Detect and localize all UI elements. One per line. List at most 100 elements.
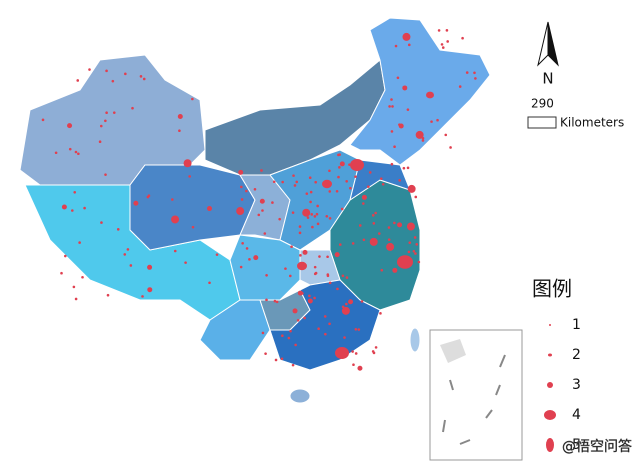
city-dot: [305, 192, 309, 195]
city-dot: [474, 77, 477, 80]
legend-symbol: [547, 382, 553, 388]
city-dot: [178, 129, 181, 133]
city-dot: [402, 85, 408, 91]
city-dot: [406, 108, 410, 111]
region: [199, 299, 271, 361]
city-dot: [74, 150, 78, 154]
island: [289, 388, 311, 404]
china-map: [19, 17, 491, 404]
city-dot: [313, 296, 316, 300]
city-dot: [116, 228, 120, 231]
legend-label: 5: [572, 437, 581, 453]
city-dot: [245, 247, 249, 250]
city-dot: [473, 71, 476, 75]
city-dot: [78, 241, 81, 244]
city-dot: [309, 200, 312, 204]
city-dot: [257, 213, 261, 217]
city-dot: [341, 305, 345, 309]
city-dot: [397, 222, 403, 228]
city-dot: [293, 184, 297, 187]
city-dot: [437, 29, 441, 32]
city-dot: [328, 217, 332, 220]
city-dot: [297, 261, 307, 271]
city-dot: [354, 328, 358, 331]
city-dot: [146, 195, 150, 199]
city-dot: [253, 255, 259, 261]
city-dot: [73, 191, 77, 194]
city-dot: [367, 185, 370, 188]
city-dot: [391, 105, 394, 108]
city-dot: [379, 312, 382, 315]
city-dot: [288, 274, 292, 278]
city-dot: [280, 357, 284, 361]
city-dot: [407, 184, 416, 193]
city-dot: [394, 44, 398, 48]
city-dot: [430, 120, 433, 123]
city-dot: [324, 332, 327, 336]
city-dot: [133, 200, 139, 206]
scale-value: 290: [531, 97, 554, 111]
city-dot: [387, 238, 391, 241]
city-dot: [314, 271, 318, 275]
city-dot: [328, 190, 332, 193]
city-dot: [271, 201, 274, 204]
city-dot: [372, 222, 376, 225]
city-dot: [292, 308, 298, 314]
city-dot: [298, 225, 302, 228]
city-dot: [296, 318, 300, 322]
city-dot: [274, 358, 278, 362]
city-dot: [292, 174, 295, 177]
city-dot: [338, 166, 341, 169]
north-arrow: N: [537, 21, 559, 88]
city-dot: [397, 255, 413, 269]
city-dot: [328, 322, 331, 326]
city-dot: [316, 204, 319, 208]
city-dot: [299, 254, 302, 257]
city-dot: [398, 179, 401, 182]
city-dot: [191, 225, 195, 229]
city-dot: [64, 254, 67, 258]
city-dot: [294, 343, 297, 347]
city-dot: [183, 159, 192, 168]
city-dot: [259, 198, 265, 204]
city-dot: [188, 175, 191, 178]
city-dot: [315, 212, 319, 216]
city-dot: [415, 243, 419, 246]
city-dot: [361, 194, 367, 200]
city-dot: [77, 152, 80, 156]
city-dot: [338, 243, 342, 246]
city-dot: [393, 145, 396, 148]
city-dot: [298, 231, 302, 235]
city-dot: [238, 169, 244, 175]
city-dot: [446, 40, 449, 43]
city-dot: [407, 43, 411, 47]
city-dot: [105, 69, 108, 73]
city-dot: [240, 198, 244, 201]
city-dot: [426, 91, 434, 99]
city-dot: [414, 195, 418, 199]
city-dot: [326, 273, 330, 276]
city-dot: [378, 232, 381, 235]
region: [349, 159, 411, 202]
city-dot: [191, 97, 194, 101]
city-dot: [253, 188, 257, 191]
city-dot: [98, 140, 102, 144]
legend-label: 4: [572, 407, 581, 423]
city-dot: [88, 68, 91, 71]
city-dot: [284, 267, 287, 270]
city-dot: [392, 267, 398, 273]
city-dot: [265, 273, 268, 277]
city-dot: [61, 204, 67, 210]
city-dot: [302, 249, 308, 255]
city-dot: [112, 111, 116, 114]
city-dot: [241, 241, 244, 245]
city-dot: [316, 222, 320, 226]
city-dot: [402, 32, 411, 41]
city-dot: [341, 306, 350, 315]
city-dot: [291, 363, 295, 367]
city-dot: [301, 292, 304, 295]
city-dot: [358, 224, 362, 227]
city-dots: [41, 29, 477, 371]
city-dot: [357, 365, 363, 371]
city-dot: [465, 71, 469, 74]
